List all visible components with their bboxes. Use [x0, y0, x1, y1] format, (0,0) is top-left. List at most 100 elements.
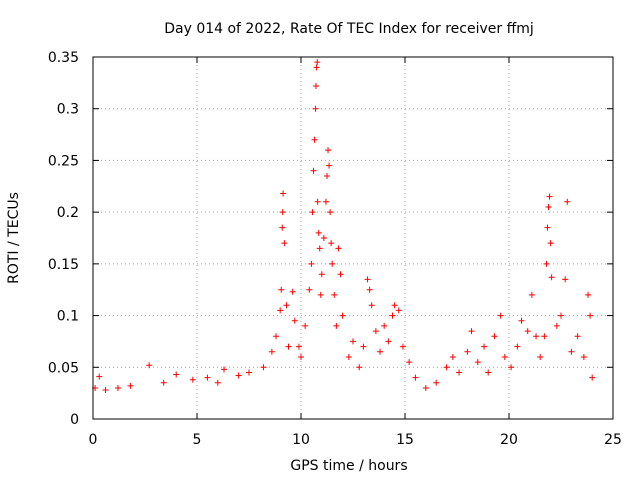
data-point — [309, 209, 315, 215]
data-point — [286, 344, 292, 350]
data-point — [589, 375, 595, 381]
data-point — [115, 385, 121, 391]
data-point — [279, 225, 285, 231]
data-point — [585, 292, 591, 298]
data-point — [280, 191, 286, 197]
x-axis-label: GPS time / hours — [290, 458, 407, 474]
data-point — [319, 271, 325, 277]
data-point — [502, 354, 508, 360]
data-point — [406, 359, 412, 365]
x-tick-label: 0 — [89, 432, 98, 448]
data-point — [546, 204, 552, 210]
data-point — [549, 274, 555, 280]
data-point — [329, 261, 335, 267]
data-point — [412, 375, 418, 381]
data-point — [518, 318, 524, 324]
data-point — [338, 271, 344, 277]
data-point — [204, 375, 210, 381]
data-point — [331, 292, 337, 298]
data-point — [568, 349, 574, 355]
data-point — [396, 307, 402, 313]
data-point — [456, 369, 462, 375]
data-point — [514, 344, 520, 350]
x-tick-label: 15 — [396, 432, 414, 448]
data-point — [146, 362, 152, 368]
data-point — [373, 328, 379, 334]
data-point — [485, 369, 491, 375]
data-point — [302, 323, 308, 329]
data-point — [587, 313, 593, 319]
data-point — [215, 380, 221, 386]
data-point — [562, 276, 568, 282]
data-point — [261, 364, 267, 370]
data-point — [433, 380, 439, 386]
data-point — [543, 261, 549, 267]
data-point — [558, 313, 564, 319]
data-point — [444, 364, 450, 370]
data-point — [316, 230, 322, 236]
data-point — [400, 344, 406, 350]
data-series-roti — [92, 59, 595, 393]
data-point — [564, 199, 570, 205]
data-point — [328, 240, 334, 246]
data-point — [547, 194, 553, 200]
data-point — [280, 209, 286, 215]
data-point — [335, 245, 341, 251]
data-point — [350, 338, 356, 344]
data-point — [392, 302, 398, 308]
data-point — [323, 199, 329, 205]
data-point — [581, 354, 587, 360]
data-point — [324, 173, 330, 179]
data-point — [236, 373, 242, 379]
data-point — [269, 349, 275, 355]
roti-chart: 0 5 10 15 20 2500.050.10.150.20.250.30.35 Day… — [0, 0, 640, 480]
data-point — [377, 349, 383, 355]
data-point — [281, 240, 287, 246]
data-point — [283, 302, 289, 308]
data-point — [278, 287, 284, 293]
data-point — [385, 338, 391, 344]
data-point — [321, 235, 327, 241]
data-point — [541, 333, 547, 339]
data-point — [346, 354, 352, 360]
x-tick-label: 5 — [193, 432, 202, 448]
data-point — [127, 383, 133, 389]
data-point — [390, 313, 396, 319]
x-tick-label: 20 — [500, 432, 518, 448]
data-point — [481, 344, 487, 350]
axis-ticks: 0 5 10 15 20 25 0 0.05 0.1 0.15 0.2 0.25 0.3 0.35 — [48, 50, 622, 448]
data-point — [475, 359, 481, 365]
data-point — [161, 380, 167, 386]
data-point — [537, 354, 543, 360]
data-point — [356, 364, 362, 370]
data-point — [325, 147, 331, 153]
data-point — [306, 287, 312, 293]
data-point — [313, 83, 319, 89]
data-point — [369, 302, 375, 308]
data-point — [491, 333, 497, 339]
data-point — [308, 261, 314, 267]
data-point — [312, 137, 318, 143]
data-point — [277, 307, 283, 313]
y-tick-label: 0.15 — [48, 257, 79, 273]
plot-frame — [93, 57, 613, 419]
y-tick-label: 0.25 — [48, 153, 79, 169]
data-point — [498, 313, 504, 319]
y-axis-label: ROTI / TECUs — [6, 192, 22, 284]
data-point — [310, 168, 316, 174]
chart-title: Day 014 of 2022, Rate Of TEC Index for r… — [164, 21, 534, 37]
data-point — [333, 323, 339, 329]
data-point — [450, 354, 456, 360]
data-point — [327, 209, 333, 215]
data-point — [533, 333, 539, 339]
data-point — [102, 387, 108, 393]
x-tick-label: 25 — [604, 432, 622, 448]
y-tick-label: 0.35 — [48, 50, 79, 66]
data-point — [423, 385, 429, 391]
data-point — [314, 64, 320, 70]
data-point — [317, 245, 323, 251]
data-point — [96, 374, 102, 380]
data-point — [326, 163, 332, 169]
y-tick-label: 0.3 — [57, 102, 79, 118]
grid — [93, 57, 613, 419]
